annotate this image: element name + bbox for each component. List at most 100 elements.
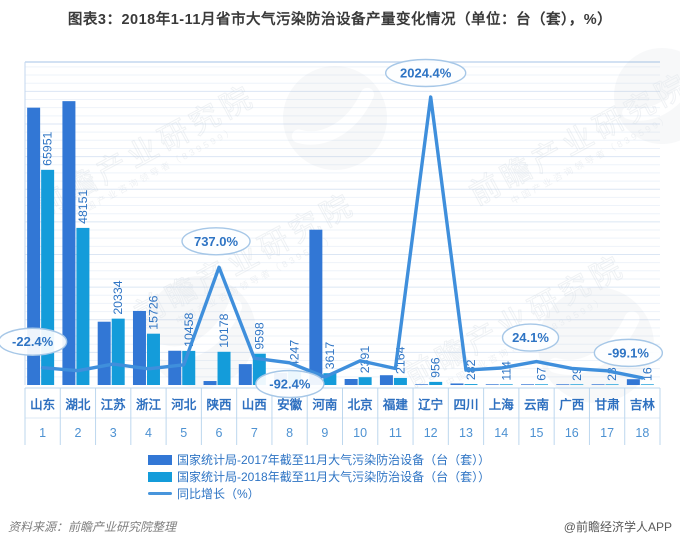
category-index-label: 5 [180,426,187,440]
category-index-label: 8 [286,426,293,440]
bar-2017 [521,384,535,385]
bar-2018 [76,227,90,385]
bar-value-label: 67 [535,367,549,381]
legend-item-growth: 同比增长（%） [148,485,490,502]
category-label: 安徽 [277,397,303,412]
bar-2018 [535,384,549,385]
legend: 国家统计局-2017年截至11月大气污染防治设备（台（套）） 国家统计局-201… [148,451,490,502]
category-index-label: 11 [389,426,402,440]
bar-2017 [203,381,217,385]
growth-annotation: -92.4% [255,369,325,399]
bar-2017 [591,384,605,385]
bar-value-label: 2391 [358,346,372,374]
svg-text:-22.4%: -22.4% [12,334,54,349]
growth-annotation: -22.4% [0,327,68,356]
bar-value-label: 956 [429,357,443,378]
legend-item-2017: 国家统计局-2017年截至11月大气污染防治设备（台（套）） [148,451,490,468]
legend-item-2018: 国家统计局-2018年截至11月大气污染防治设备（台（套）） [148,468,490,485]
bar-value-label: 48151 [76,190,90,224]
bar-2018 [605,384,619,385]
growth-annotation: 2024.4% [384,58,467,88]
bar-2017 [238,364,252,385]
chart-title: 图表3：2018年1-11月省市大气污染防治设备产量变化情况（单位：台（套），%… [67,12,613,28]
growth-annotation: 24.1% [501,323,560,352]
legend-label-2017: 国家统计局-2017年截至11月大气污染防治设备（台（套）） [177,453,491,467]
category-label: 江苏 [101,397,127,412]
category-label: 陕西 [207,397,232,412]
bar-value-label: 114 [499,361,513,381]
bar-value-label: 15726 [146,295,160,329]
legend-label-growth: 同比增长（%） [177,487,260,501]
annotations: -22.4% 737.0% -92.4% 2024.4% 24.1% -99.1% [0,58,664,399]
bar-2017 [485,384,499,385]
legend-swatch-2018-bar [148,471,172,482]
bar-2018 [640,384,654,385]
category-label: 广西 [559,397,584,412]
category-index-label: 10 [353,426,367,440]
bar-2017 [97,321,111,385]
category-index-label: 14 [494,426,508,440]
legend-swatch-2017-bar [148,454,172,465]
bar-2018 [182,350,196,385]
bar-2017 [309,229,323,385]
watermark-logo [614,48,680,144]
bar-2017 [168,350,182,385]
bar-2018 [499,384,513,385]
category-label: 河南 [312,397,338,412]
category-label: 上海 [489,397,515,412]
watermark-logo [283,66,387,170]
bar-2018 [358,377,372,385]
growth-line [40,95,645,380]
chart-canvas: 前瞻产业研究院中国产业咨询领导者（839599）前瞻产业研究院中国产业咨询领导者… [0,48,680,445]
bar-2018 [323,373,337,385]
bar-2018 [111,318,125,385]
credit-note: @前瞻经济学人APP [563,520,672,534]
source-note: 资料来源：前瞻产业研究院整理 [8,520,177,534]
bar-2017 [132,310,146,385]
svg-text:737.0%: 737.0% [194,234,239,249]
gridlines [24,61,660,385]
category-index-label: 2 [74,426,81,440]
svg-text:2024.4%: 2024.4% [400,66,452,81]
svg-text:-92.4%: -92.4% [269,377,311,392]
growth-annotation: -99.1% [593,338,664,368]
category-index-label: 16 [565,426,579,440]
bar-value-label: 10178 [217,313,231,347]
category-index-label: 3 [110,426,117,440]
bar-value-label: 20334 [111,280,125,314]
category-index-label: 13 [459,426,473,440]
category-label: 湖北 [65,397,91,412]
svg-text:24.1%: 24.1% [512,330,549,345]
bar-2017 [450,383,464,385]
category-index-label: 7 [251,426,258,440]
bar-2018 [570,384,584,385]
category-label: 辽宁 [418,397,443,412]
bar-2017 [415,384,429,385]
category-index-label: 1 [39,426,46,440]
bar-2018 [464,384,478,385]
bar-value-label: 3617 [323,342,337,370]
bar-2017 [379,375,393,385]
legend-swatch-growth-line [148,492,172,495]
category-label: 四川 [453,398,478,412]
category-label: 甘肃 [595,397,621,412]
category-label: 山东 [30,397,56,412]
bar-2018 [429,381,443,385]
category-label: 云南 [524,397,550,412]
svg-text:-99.1%: -99.1% [608,345,650,360]
bar-2017 [62,101,76,385]
bar-2018 [217,351,231,385]
category-index-label: 17 [600,426,614,440]
bar-2018 [146,333,160,385]
category-label: 河北 [171,397,197,412]
growth-annotation: 737.0% [181,227,251,256]
bar-2017 [626,379,640,385]
bar-value-label: 65951 [41,131,55,165]
category-index-label: 6 [216,426,223,440]
category-index-label: 18 [635,426,649,440]
bar-2017 [344,378,358,385]
legend-label-2018: 国家统计局-2018年截至11月大气污染防治设备（台（套）） [177,470,491,484]
x-axis: 山东 湖北 江苏 浙江 河北 陕西 山西 安徽 河南 北京 福建 辽宁 四川 上海 云南 广西 甘肃 吉林1 2 3 4… [24,387,661,445]
